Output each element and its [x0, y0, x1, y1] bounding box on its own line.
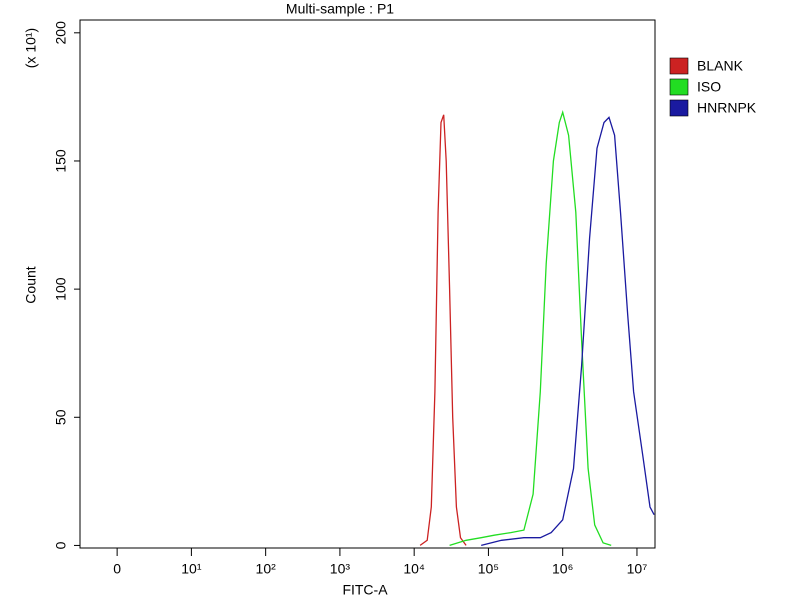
legend-label: BLANK — [697, 58, 744, 74]
y-tick-label: 150 — [53, 149, 69, 173]
histogram-line — [481, 116, 655, 547]
legend-swatch — [669, 99, 689, 117]
x-tick-label: 10⁷ — [627, 561, 648, 577]
x-tick-label: 10³ — [330, 561, 351, 577]
plot-frame — [79, 19, 656, 549]
x-axis-label: FITC-A — [342, 582, 388, 598]
x-tick-label: 10⁵ — [478, 561, 499, 577]
legend-swatch — [669, 78, 689, 96]
x-tick-label: 10² — [256, 561, 277, 577]
histogram-line — [449, 110, 612, 547]
y-tick-label: 200 — [53, 21, 69, 45]
x-tick-label: 0 — [113, 561, 121, 577]
x-tick-label: 10⁶ — [552, 561, 573, 577]
legend-label: HNRNPK — [697, 100, 757, 116]
histogram-line — [419, 114, 467, 546]
y-tick-label: 100 — [53, 277, 69, 301]
y-tick-label: 50 — [53, 409, 69, 425]
chart-title: Multi-sample : P1 — [286, 1, 394, 17]
legend-label: ISO — [697, 79, 721, 95]
x-tick-label: 10¹ — [181, 561, 202, 577]
y-multiplier-label: (x 10¹) — [23, 28, 39, 68]
legend-swatch — [669, 57, 689, 75]
y-axis-label: Count — [23, 266, 39, 303]
x-tick-label: 10⁴ — [403, 561, 425, 577]
y-tick-label: 0 — [53, 541, 69, 549]
